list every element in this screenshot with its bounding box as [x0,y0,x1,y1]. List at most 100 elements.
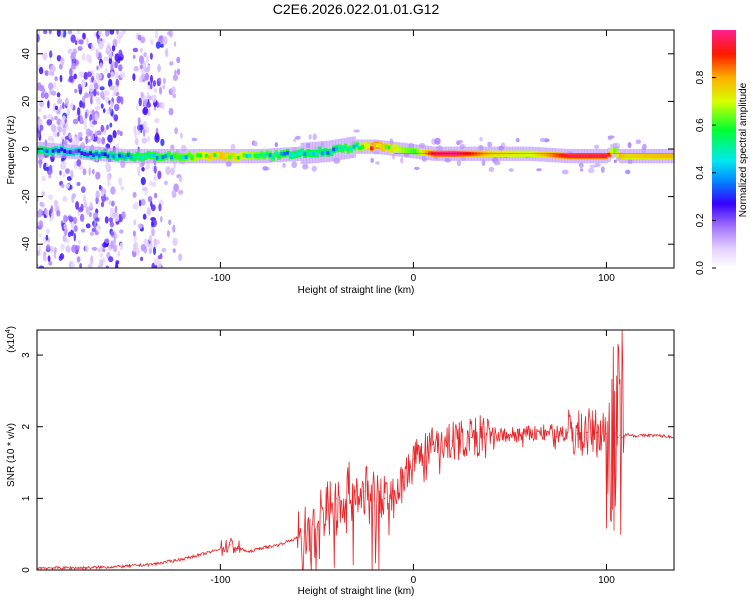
ridge-core [378,143,383,148]
halo-blob [594,144,600,150]
ridge-core [121,154,125,159]
ridge-core [326,150,330,155]
noise-blob [109,101,114,110]
ridge-core [228,155,232,159]
ridge-core [297,151,302,156]
noise-blob [162,36,168,46]
halo-blob [282,162,286,168]
ridge-core [60,147,64,152]
colorbar-label: Normalized spectral amplitude [738,82,749,217]
ridge-core [248,153,252,158]
noise-blob [97,225,101,231]
noise-blob [37,250,41,256]
ridge-core [312,151,316,156]
halo-blob [295,135,301,140]
ridge-core [604,154,608,158]
noise-blob [140,244,146,252]
noise-blob [105,30,110,37]
noise-blob [140,36,146,44]
ridge-core [410,149,414,153]
noise-blob [71,244,77,253]
noise-blob [146,102,152,108]
noise-blob [79,213,85,222]
noise-blob [146,92,150,99]
noise-blob [81,101,86,109]
noise-blob [143,52,147,58]
halo-blob [274,142,278,148]
noise-blob [154,192,158,199]
noise-blob [143,99,147,108]
noise-blob [113,114,119,122]
noise-blob [100,124,105,133]
ridge-core [332,147,336,152]
ridge-core [173,154,177,158]
ridge-core [129,154,134,159]
noise-blob [62,234,67,243]
noise-blob [65,183,71,189]
noise-blob [142,186,148,192]
ridge-core [630,154,635,158]
noise-blob [38,220,44,229]
noise-blob [45,234,49,241]
ridge-core [595,154,600,158]
noise-blob [85,223,91,229]
ridge-core [144,154,148,159]
ridge-core [610,149,614,154]
noise-blob [146,207,152,216]
noise-blob [132,191,137,198]
halo-blob [253,141,258,147]
snr-point [374,504,376,507]
ridge-core [100,152,105,156]
noise-blob [67,215,72,221]
ridge-core [590,154,594,158]
noise-blob [56,210,61,217]
snr-x-ticks: -100 0 100 [210,330,615,586]
noise-blob [95,190,100,199]
spectrogram-x-tick-label: 0 [411,273,417,284]
noise-blob [66,238,70,243]
noise-blob [45,228,50,235]
ridge-core [45,149,50,153]
noise-blob [63,227,68,236]
ridge-core [627,154,632,158]
noise-blob [99,86,105,91]
noise-blob [89,231,94,236]
noise-blob [98,30,103,37]
ridge-core [364,143,368,148]
noise-blob [44,92,49,99]
snr-x-tick-label: -100 [210,575,230,586]
ridge-core [51,149,55,153]
noise-blob [90,134,95,141]
ridge-core [68,150,73,155]
noise-blob [108,217,114,223]
noise-blob [172,74,179,81]
noise-blob [68,75,74,83]
ridge-core [294,152,299,157]
noise-blob [100,201,105,208]
noise-blob [75,201,80,210]
ridge-core [199,153,203,158]
halo-blob [413,166,420,170]
noise-blob [70,51,76,60]
noise-blob [77,83,82,90]
ridge-core [370,146,374,151]
noise-blob [117,56,123,61]
noise-blob [82,32,86,40]
snr-x-tick-label: 0 [411,575,417,586]
snr-y-axis-label: SNR (10 * v/v) [6,423,17,487]
noise-blob [107,72,111,79]
ridge-core [306,151,310,155]
noise-blob [133,65,139,72]
snr-point [621,436,623,439]
noise-blob [146,136,151,142]
snr-point [451,440,453,442]
noise-blob [65,168,70,174]
noise-blob [104,68,108,74]
ridge-core [601,154,606,158]
noise-blob [109,122,113,128]
ridge-core [393,145,397,150]
noise-blob [113,40,118,46]
noise-blob [66,108,70,116]
noise-blob [170,144,175,150]
ridge-core [222,154,226,159]
